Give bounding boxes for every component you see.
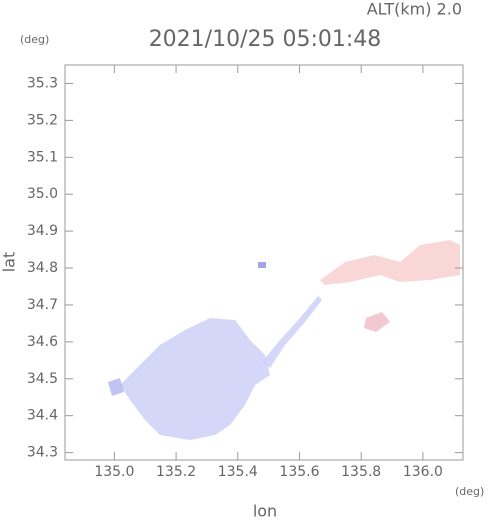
y-tick-label: 35.3	[27, 75, 58, 91]
pink-echo	[364, 312, 390, 332]
y-tick-label: 34.9	[27, 223, 58, 239]
blue-echo	[108, 378, 124, 396]
y-tick-label: 35.2	[27, 112, 58, 128]
x-axis-label: lon	[253, 502, 277, 521]
x-tick-label: 136.0	[403, 464, 443, 480]
x-tick-label: 135.4	[218, 464, 258, 480]
x-tick-label: 135.2	[156, 464, 196, 480]
y-tick-label: 35.1	[27, 149, 58, 165]
x-tick-label: 135.0	[94, 464, 134, 480]
x-tick-label: 135.8	[341, 464, 381, 480]
echo-area	[108, 240, 460, 440]
blue-echo	[120, 318, 270, 440]
y-tick-label: 34.4	[27, 408, 58, 424]
altitude-label: ALT(km) 2.0	[367, 0, 462, 19]
y-tick-label: 34.5	[27, 371, 58, 387]
blue-echo	[262, 296, 322, 368]
x-tick-label: 135.6	[279, 464, 319, 480]
plot-frame	[64, 64, 464, 461]
y-unit: (deg)	[20, 33, 49, 46]
y-tick-label: 34.7	[27, 297, 58, 313]
blue-echo	[258, 262, 266, 268]
pink-echo	[320, 240, 460, 285]
y-tick-label: 35.0	[27, 186, 58, 202]
y-tick-label: 34.8	[27, 260, 58, 276]
y-tick-label: 34.3	[27, 445, 58, 461]
x-unit: (deg)	[455, 485, 484, 498]
y-axis-label: lat	[0, 252, 19, 273]
y-tick-label: 34.6	[27, 334, 58, 350]
chart-title: 2021/10/25 05:01:48	[149, 27, 382, 52]
